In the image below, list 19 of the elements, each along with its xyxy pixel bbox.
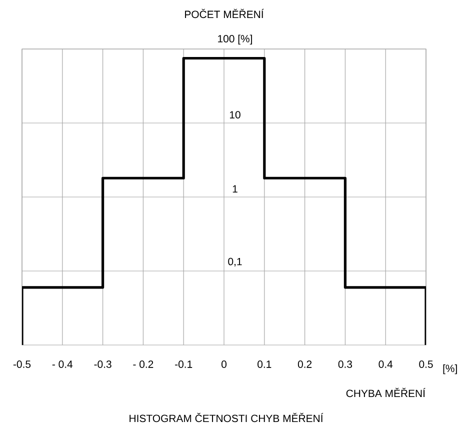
text: [%] [443,364,457,374]
x-tick-label: 0 [222,360,226,368]
x-tick-label: -0.5 [13,360,31,368]
x-tick-label: 0.5 [419,360,433,368]
y-tick-label: 1 [232,185,238,192]
y-tick-label: 10 [230,111,240,118]
y-axis-title: POČET MĚŘENÍ [185,8,264,18]
y-tick-label: 0,1 [228,258,242,266]
x-tick-label: - 0.4 [52,360,73,368]
x-tick-label: -0.3 [94,360,112,368]
x-axis-title: CHYBA MĚŘENÍ [346,388,426,398]
x-tick-label: 0.3 [338,360,352,368]
text: HISTOGRAM ČETNOSTI CHYB MĚŘENÍ [130,412,324,422]
x-tick-label: 0.4 [378,360,393,368]
x-tick-label: -0.1 [175,360,192,368]
y-tick-label: 100 [%] [218,34,252,44]
x-tick-label: 0.1 [258,360,272,368]
x-tick-label: 0.2 [298,360,312,368]
x-tick-label: - 0.2 [133,360,154,368]
